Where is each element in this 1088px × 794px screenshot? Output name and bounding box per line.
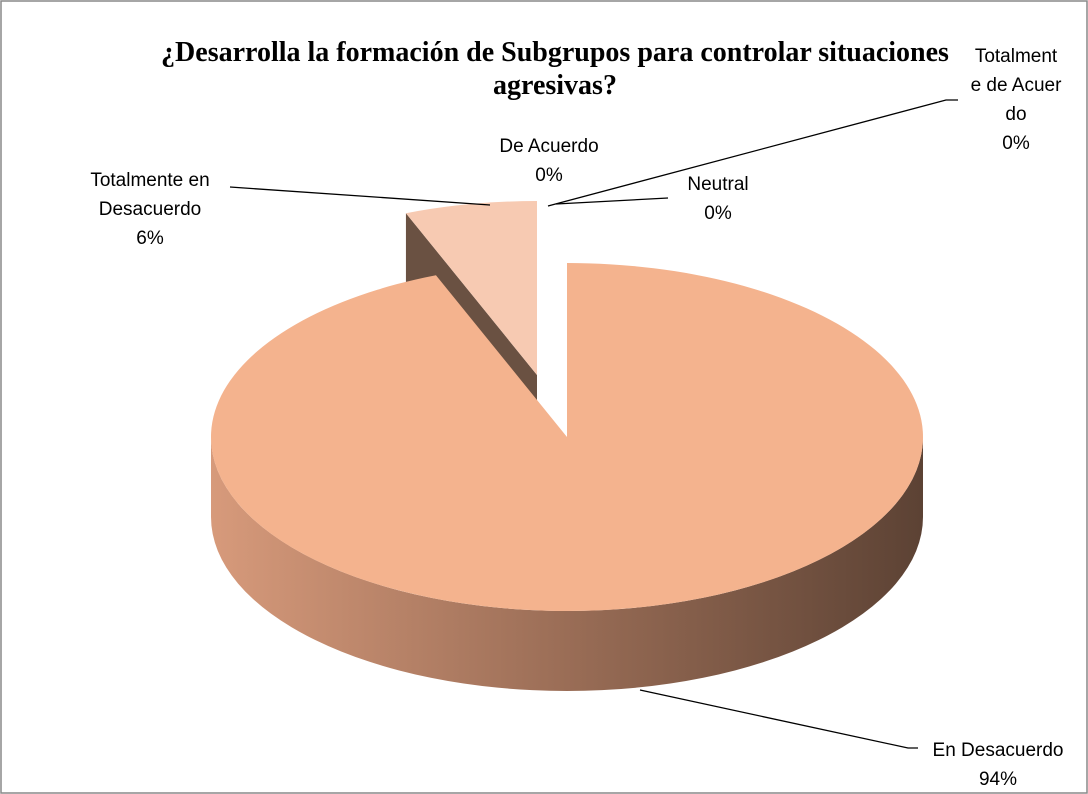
label-value: 0% [704,203,732,224]
data-label: En Desacuerdo 94% [898,736,1088,794]
label-name: De Acuerdo [499,136,599,157]
pie [211,201,924,691]
slice-side [211,437,923,691]
label-name: Totalmente en Desacuerdo [90,170,210,220]
leader-line [547,99,958,207]
chart-title: ¿Desarrolla la formación de Subgrupos pa… [161,37,949,101]
data-label: Totalmente en Desacuerdo 6% [60,166,240,253]
label-value: 0% [1002,133,1030,154]
data-label: Neutral 0% [658,170,778,228]
leader-lines [229,99,958,749]
label-name: Neutral [687,174,749,195]
label-name: Totalmente de Acuerdo [970,46,1062,125]
data-label: Totalmente de Acuerdo 0% [970,42,1062,158]
slice [211,263,924,611]
label-value: 0% [535,165,563,186]
data-label: De Acuerdo 0% [449,132,649,190]
slice [405,201,537,375]
label-value: 94% [978,769,1018,790]
label-value: 6% [136,228,164,249]
leader-line [229,186,491,206]
leader-line [639,689,918,749]
label-name: En Desacuerdo [932,740,1064,761]
leader-line [555,197,669,205]
